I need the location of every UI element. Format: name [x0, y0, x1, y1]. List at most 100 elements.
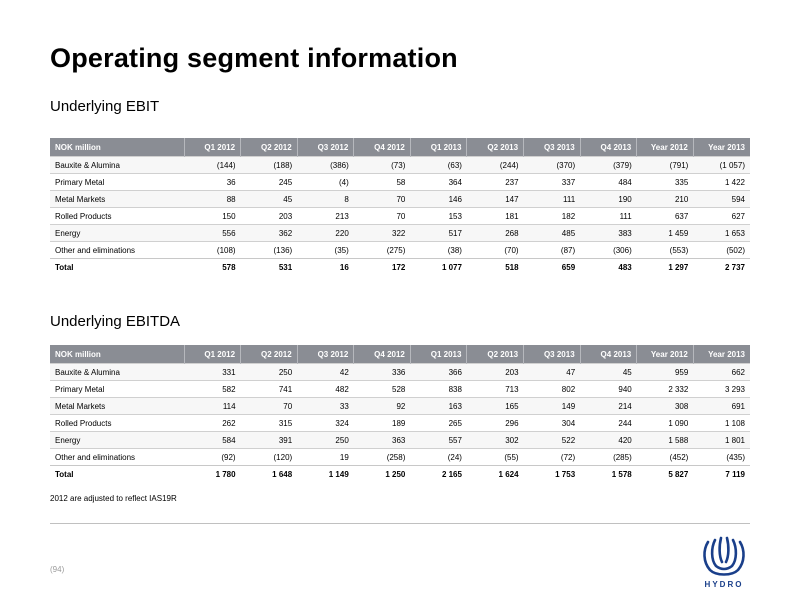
- table-cell: 5 827: [636, 465, 694, 482]
- hydro-logo-icon: [703, 536, 745, 576]
- table-cell: 741: [240, 380, 298, 398]
- table-cell: 556: [184, 224, 241, 242]
- table-cell: 147: [466, 190, 524, 208]
- row-label: Primary Metal: [50, 380, 184, 398]
- table-cell: 578: [184, 258, 241, 275]
- table-cell: 213: [297, 207, 354, 225]
- table-cell: 111: [523, 190, 581, 208]
- column-header-label: NOK million: [50, 138, 185, 157]
- table-cell: 659: [523, 258, 581, 275]
- total-row: Total 1 780 1 648 1 149 1 250 2 165 1 624 1 753…: [50, 465, 750, 482]
- row-label: Rolled Products: [50, 414, 184, 432]
- table-cell: 163: [410, 397, 467, 415]
- column-header: Q4 2012: [353, 345, 411, 364]
- table-cell: 92: [353, 397, 411, 415]
- table-cell: 485: [523, 224, 581, 242]
- table-cell: 484: [580, 173, 637, 191]
- table-cell: 88: [184, 190, 241, 208]
- row-label: Rolled Products: [50, 207, 184, 225]
- table-cell: 518: [466, 258, 524, 275]
- table-cell: 1 753: [523, 465, 581, 482]
- table-cell: 364: [410, 173, 467, 191]
- ebitda-section-title: Underlying EBITDA: [50, 313, 181, 330]
- column-header: Year 2013: [693, 345, 750, 364]
- page-title: Operating segment information: [50, 43, 458, 73]
- column-header: Q4 2013: [580, 138, 638, 157]
- table-cell: 2 332: [636, 380, 694, 398]
- column-header: Q3 2012: [297, 345, 355, 364]
- table-cell: 420: [580, 431, 637, 449]
- table-cell: 1 422: [693, 173, 750, 191]
- table-cell: 153: [410, 207, 467, 225]
- table-cell: (4): [297, 173, 354, 191]
- divider: [50, 523, 750, 524]
- table-cell: 182: [523, 207, 581, 225]
- row-label: Primary Metal: [50, 173, 184, 191]
- table-cell: 268: [466, 224, 524, 242]
- table-cell: 1 780: [184, 465, 241, 482]
- table-cell: (92): [184, 448, 241, 466]
- table-cell: (452): [636, 448, 694, 466]
- table-cell: 8: [297, 190, 354, 208]
- table-cell: 838: [410, 380, 467, 398]
- table-cell: (553): [636, 241, 694, 259]
- total-row: Total 578 531 16 172 1 077 518 659 483 1 297 2 737: [50, 258, 750, 275]
- table-cell: 111: [580, 207, 637, 225]
- table-cell: 181: [466, 207, 524, 225]
- row-label: Other and eliminations: [50, 241, 184, 259]
- table-cell: 483: [580, 258, 637, 275]
- table-row: Metal Markets 114 70 33 92 163 165 149 214 308 691: [50, 397, 750, 415]
- column-header-label: NOK million: [50, 345, 185, 364]
- table-row: Energy 556 362 220 322 517 268 485 383 1 459 1 653: [50, 224, 750, 242]
- table-cell: 522: [523, 431, 581, 449]
- table-cell: 315: [240, 414, 298, 432]
- table-row: Other and eliminations (108) (136) (35) (275…: [50, 241, 750, 259]
- column-header: Q4 2012: [353, 138, 411, 157]
- table-cell: 482: [297, 380, 354, 398]
- table-cell: 582: [184, 380, 241, 398]
- table-cell: 584: [184, 431, 241, 449]
- table-cell: 36: [184, 173, 241, 191]
- table-cell: 713: [466, 380, 524, 398]
- row-label: Total: [50, 465, 184, 482]
- table-cell: (144): [184, 156, 241, 174]
- table-cell: 265: [410, 414, 467, 432]
- table-cell: 1 459: [636, 224, 694, 242]
- table-cell: 391: [240, 431, 298, 449]
- column-header: Q2 2013: [466, 138, 525, 157]
- column-header: Q3 2012: [297, 138, 355, 157]
- table-cell: 322: [353, 224, 411, 242]
- table-row: Bauxite & Alumina (144) (188) (386) (73) (63)…: [50, 156, 750, 174]
- table-cell: (73): [353, 156, 411, 174]
- column-header: Q4 2013: [580, 345, 638, 364]
- table-cell: 1 297: [636, 258, 694, 275]
- table-cell: 244: [580, 414, 637, 432]
- table-cell: 304: [523, 414, 581, 432]
- table-cell: 383: [580, 224, 637, 242]
- table-cell: (72): [523, 448, 581, 466]
- table-header-row: NOK million Q1 2012 Q2 2012 Q3 2012 Q4 2012 Q…: [50, 138, 750, 157]
- table-row: Energy 584 391 250 363 557 302 522 420 1 588 1 801: [50, 431, 750, 449]
- table-cell: 150: [184, 207, 241, 225]
- column-header: Q1 2012: [184, 345, 242, 364]
- row-label: Other and eliminations: [50, 448, 184, 466]
- table-cell: 1 578: [580, 465, 637, 482]
- table-cell: 45: [240, 190, 298, 208]
- table-cell: 3 293: [693, 380, 750, 398]
- column-header: Q3 2013: [523, 138, 581, 157]
- table-cell: 58: [353, 173, 411, 191]
- table-row: Primary Metal 582 741 482 528 838 713 802 940 2 3…: [50, 380, 750, 398]
- table-cell: 45: [580, 363, 637, 381]
- table-cell: (791): [636, 156, 694, 174]
- table-cell: 662: [693, 363, 750, 381]
- column-header: Year 2013: [693, 138, 750, 157]
- table-cell: 220: [297, 224, 354, 242]
- table-cell: 594: [693, 190, 750, 208]
- table-cell: (275): [353, 241, 411, 259]
- table-cell: 517: [410, 224, 467, 242]
- table-cell: (63): [410, 156, 467, 174]
- row-label: Metal Markets: [50, 397, 184, 415]
- table-row: Bauxite & Alumina 331 250 42 336 366 203 47 45 95…: [50, 363, 750, 381]
- row-label: Metal Markets: [50, 190, 184, 208]
- table-cell: 172: [353, 258, 411, 275]
